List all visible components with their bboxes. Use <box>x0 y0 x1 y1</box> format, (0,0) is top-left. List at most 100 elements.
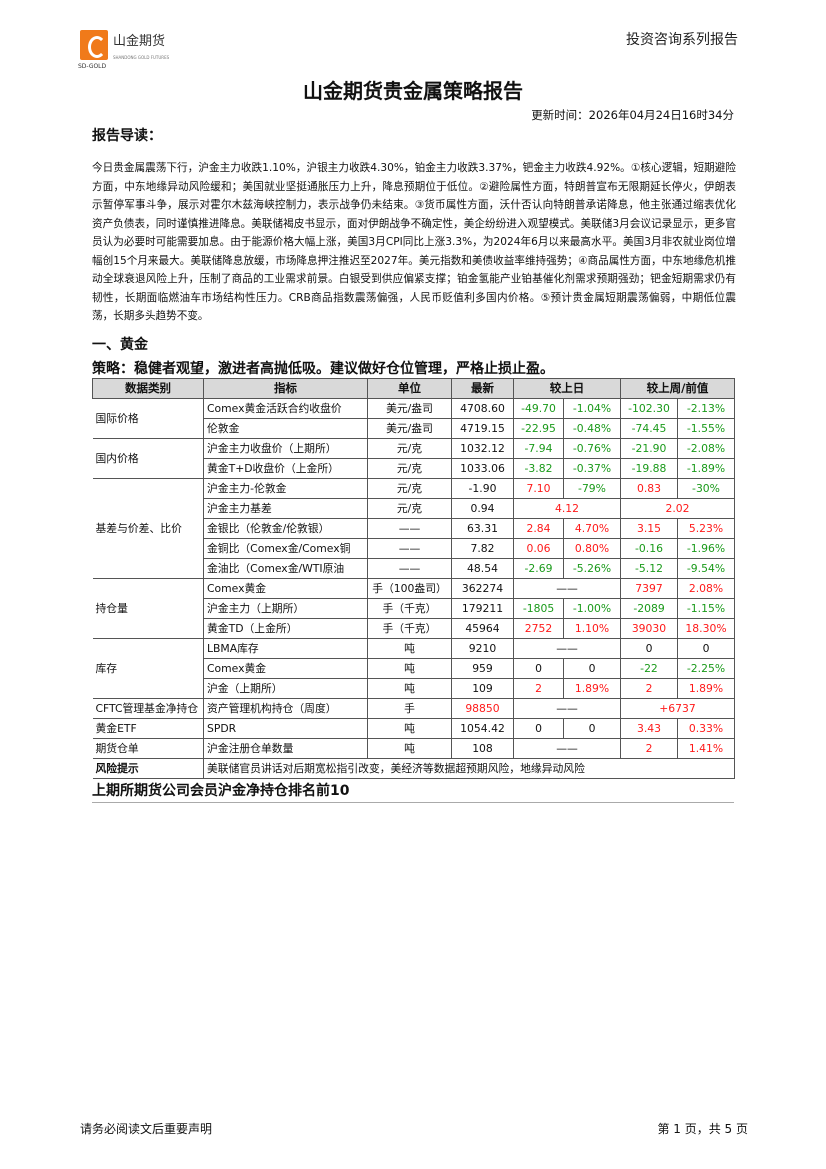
indicator-cell: Comex黄金 <box>203 657 368 679</box>
table-row: 持仓量 Comex黄金 手（100盎司） 362274 —— 7397 2.08% <box>92 577 736 639</box>
value-cell: -2089 <box>620 597 678 619</box>
value-cell: -1.00% <box>563 597 621 619</box>
value-cell: 98850 <box>451 697 514 719</box>
value-cell: 元/克 <box>367 477 452 499</box>
value-cell: 0 <box>563 717 621 739</box>
table-row: 黄金TD（上金所） 手（千克） 45964 2752 1.10% 39030 18.30% <box>93 617 736 639</box>
table-row: 风险提示 美联储官员讲话对后期宽松指引改变，美经济等数据超预期风险，地缘异动风险 <box>92 757 736 779</box>
report-body: 报告导读： 今日贵金属震荡下行，沪金主力收跌1.10%，沪银主力收跌4.30%，… <box>92 127 736 810</box>
indicator-cell: 沪金主力（上期所） <box>203 597 368 619</box>
category-cell: 库存 <box>92 637 204 699</box>
section-heading-ranking: 上期所期货公司会员沪金净持仓排名前10 <box>92 782 350 799</box>
category-cell: 黄金ETF <box>92 717 204 739</box>
table-header-row: 数据类别 指标 单位 最新 较上日 较上周/前值 <box>92 377 736 399</box>
footer-disclaimer: 请务必阅读文后重要声明 <box>80 1122 213 1136</box>
column-header: 较上周/前值 <box>619 377 736 399</box>
value-cell: 吨 <box>367 717 452 739</box>
value-cell: 7397 <box>620 577 678 599</box>
category-cell: 期货仓单 <box>92 737 204 759</box>
value-cell: -1.15% <box>676 597 736 619</box>
indicator-cell: Comex黄金 <box>203 577 368 599</box>
value-cell: -30% <box>676 477 736 499</box>
value-cell: 7.82 <box>451 537 514 559</box>
section-heading-gold: 一、黄金 <box>92 336 148 353</box>
value-cell: —— <box>367 537 452 559</box>
indicator-cell: 伦敦金 <box>203 417 368 439</box>
logo-sd: SD-GOLD <box>78 63 107 70</box>
value-cell: —— <box>367 557 452 579</box>
value-cell: 美元/盎司 <box>367 397 452 419</box>
value-cell: -22 <box>620 657 678 679</box>
value-cell: 179211 <box>451 597 514 619</box>
value-cell: 1.89% <box>676 677 736 699</box>
value-cell: 2.08% <box>676 577 736 599</box>
value-cell: -2.08% <box>676 437 736 459</box>
indicator-cell: 金银比（伦敦金/伦敦银） <box>203 517 368 539</box>
value-cell: 9210 <box>451 637 514 659</box>
value-cell: 48.54 <box>451 557 514 579</box>
value-cell: 手（千克） <box>367 617 452 639</box>
value-cell: 0.33% <box>676 717 736 739</box>
value-cell: 0.80% <box>563 537 621 559</box>
column-header: 单位 <box>367 377 452 399</box>
value-cell: 元/克 <box>367 437 452 459</box>
value-cell: 39030 <box>620 617 678 639</box>
value-cell: 手（千克） <box>367 597 452 619</box>
table-row: 基差与价差、比价 沪金主力-伦敦金 元/克 -1.90 7.10 -79% 0.83 -30% <box>92 477 736 579</box>
value-cell: 362274 <box>451 577 514 599</box>
value-cell: —— <box>513 637 621 659</box>
value-cell: -0.37% <box>563 457 621 479</box>
value-cell: 7.10 <box>513 477 564 499</box>
value-cell: 吨 <box>367 637 452 659</box>
value-cell: 2 <box>620 677 678 699</box>
category-cell: 风险提示 <box>92 757 204 779</box>
table-row: 沪金主力基差 元/克 0.94 4.12 2.02 <box>93 497 736 519</box>
value-cell: -1.96% <box>676 537 736 559</box>
column-header: 较上日 <box>513 377 621 399</box>
table-row: 沪金（上期所）吨 109 2 1.89% 2 1.89% <box>93 677 736 699</box>
table-row: 黄金T+D收盘价（上金所） 元/克 1033.06 -3.82 -0.37% -19.88… <box>93 457 736 479</box>
value-cell: -1.55% <box>676 417 736 439</box>
value-cell: —— <box>513 577 621 599</box>
page-number: 第 1 页，共 5 页 <box>657 1122 748 1136</box>
value-cell: 吨 <box>367 677 452 699</box>
category-cell: 国内价格 <box>92 437 204 479</box>
category-cell: 基差与价差、比价 <box>92 477 204 579</box>
value-cell: -79% <box>563 477 621 499</box>
gold-data-table: 数据类别 指标 单位 最新 较上日 较上周/前值 国际价格 Comex黄金活跃合约收盘价 美元… <box>92 377 736 779</box>
value-cell: -2.25% <box>676 657 736 679</box>
value-cell: 0 <box>676 637 736 659</box>
value-cell: —— <box>513 737 621 759</box>
value-cell: 4.12 <box>513 497 621 519</box>
table-row: 国际价格 Comex黄金活跃合约收盘价 美元/盎司 4708.60 -49.70 -1.0… <box>92 397 736 439</box>
logo-subtext: SHANDONG GOLD FUTURES <box>113 55 170 60</box>
indicator-cell: 金油比（Comex金/WTI原油 <box>203 557 368 579</box>
value-cell: 0 <box>513 717 564 739</box>
value-cell: 3.43 <box>620 717 678 739</box>
value-cell: 吨 <box>367 657 452 679</box>
value-cell: -22.95 <box>513 417 564 439</box>
table-row: CFTC管理基金净持仓 资产管理机构持仓（周度）手 98850 —— +6737 <box>92 697 736 719</box>
value-cell: -1.90 <box>451 477 514 499</box>
intro-paragraph: 今日贵金属震荡下行，沪金主力收跌1.10%，沪银主力收跌4.30%，铂金主力收跌… <box>92 162 736 322</box>
value-cell: 959 <box>451 657 514 679</box>
value-cell: 3.15 <box>620 517 678 539</box>
value-cell: -9.54% <box>676 557 736 579</box>
indicator-cell: 黄金TD（上金所） <box>203 617 368 639</box>
value-cell: 1.41% <box>676 737 736 759</box>
value-cell: -5.26% <box>563 557 621 579</box>
value-cell: 4.70% <box>563 517 621 539</box>
table-row: 期货仓单 沪金注册仓单数量吨 108 —— 2 1.41% <box>92 737 736 759</box>
logo-text: 山金期货 <box>113 34 166 49</box>
value-cell: —— <box>513 697 621 719</box>
table-row: 金银比（伦敦金/伦敦银） —— 63.31 2.84 4.70% 3.15 5.23% <box>93 517 736 539</box>
category-cell: 国际价格 <box>92 397 204 439</box>
value-cell: 2.02 <box>619 497 736 519</box>
indicator-cell: LBMA库存 <box>203 637 368 659</box>
value-cell: -102.30 <box>620 397 678 419</box>
value-cell: 手（100盎司） <box>367 577 452 599</box>
value-cell: -7.94 <box>513 437 564 459</box>
value-cell: 1.10% <box>563 617 621 639</box>
value-cell: 1.89% <box>563 677 621 699</box>
value-cell: 0 <box>620 637 678 659</box>
